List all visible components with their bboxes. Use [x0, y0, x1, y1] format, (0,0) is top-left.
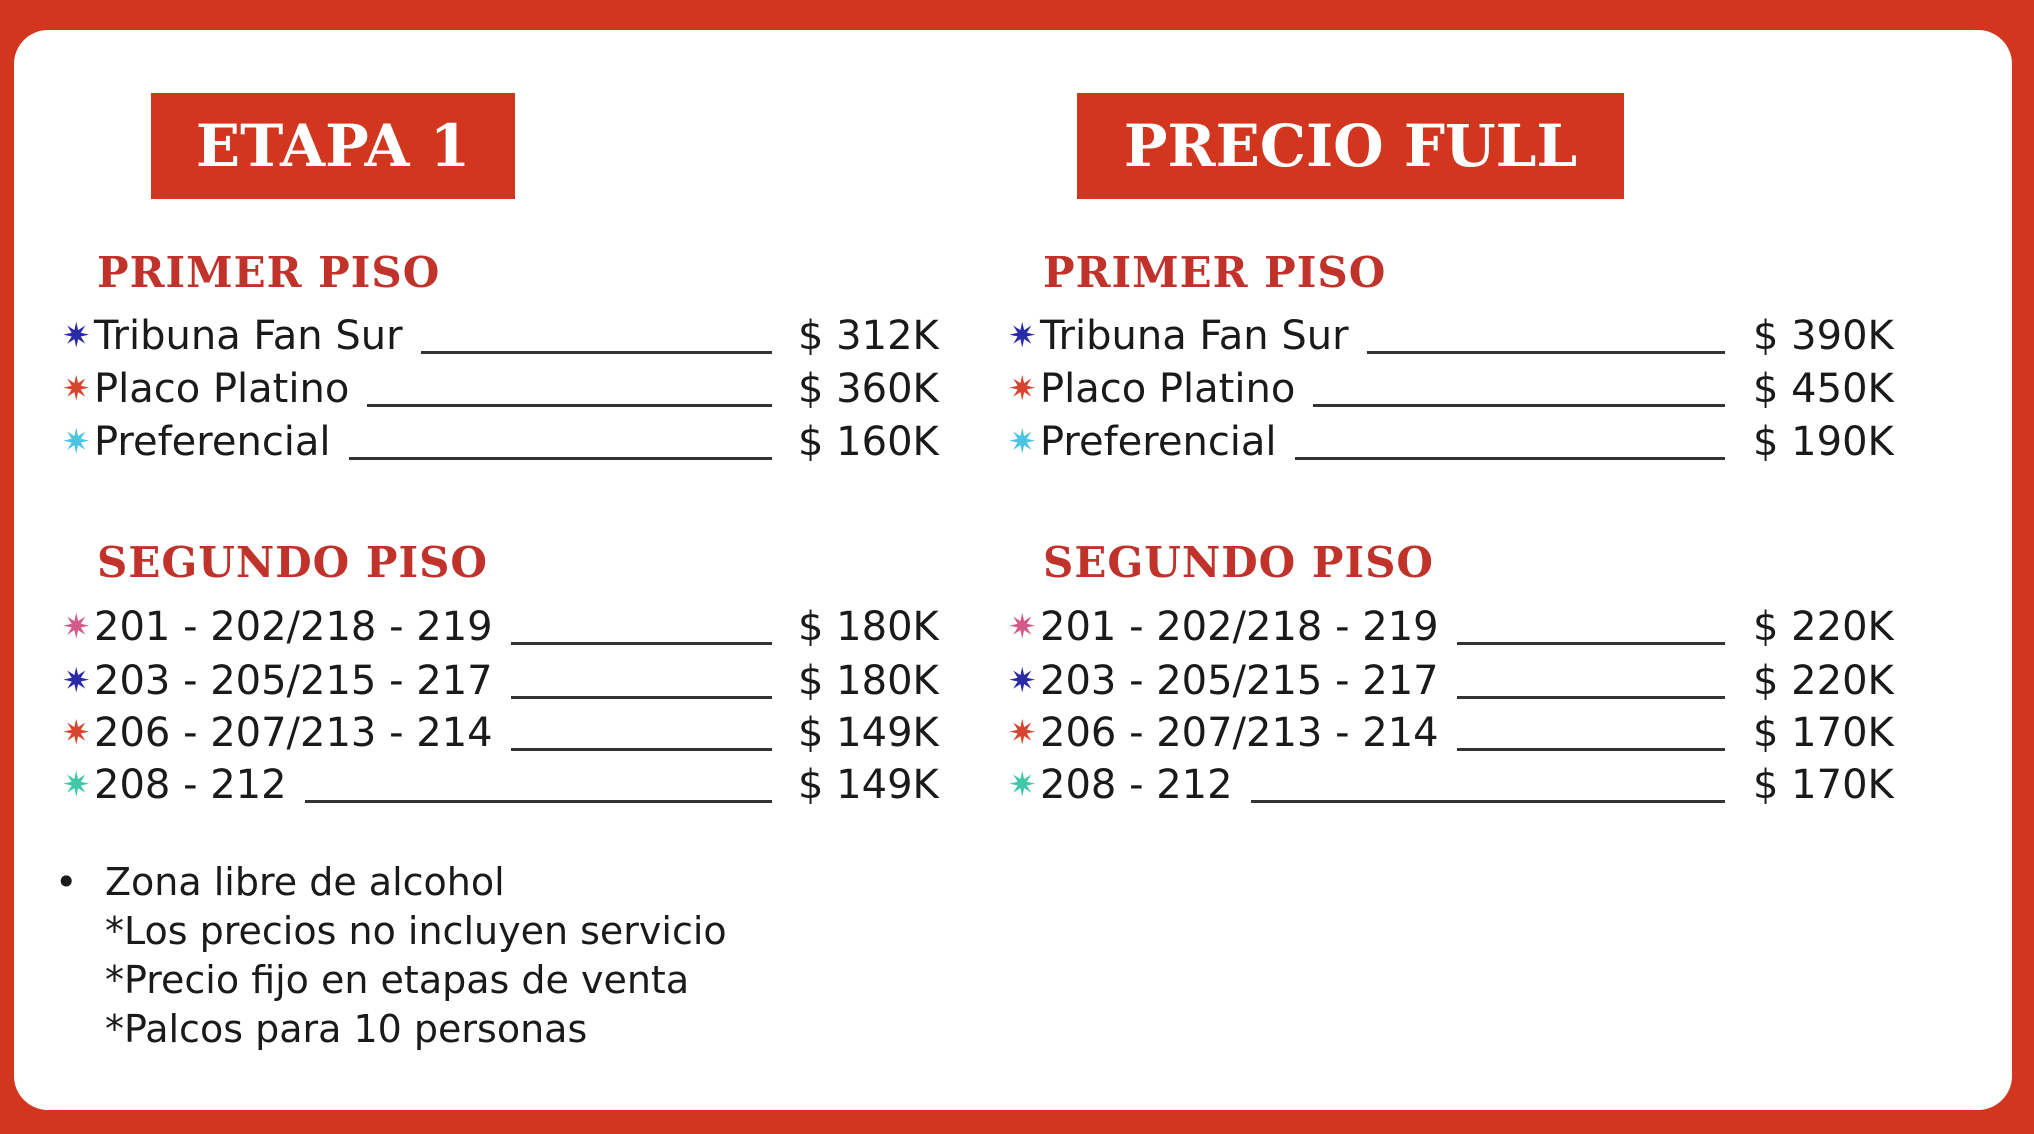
asterisk-star-icon: ✷ [62, 422, 91, 462]
zone-label: 208 - 212 [94, 761, 305, 809]
leader-line [122, 800, 772, 803]
asterisk-star-icon: ✷ [1008, 607, 1037, 647]
price-row: ✷ 208 - 212 $ 170K [1008, 761, 1953, 811]
zone-label: Preferencial [1040, 418, 1295, 466]
zone-label: Tribuna Fan Sur [1040, 312, 1367, 360]
price-row: ✷ 201 - 202/218 - 219 $ 220K [1008, 603, 1953, 653]
asterisk-star-icon: ✷ [1008, 713, 1037, 753]
zone-label: Preferencial [94, 418, 349, 466]
asterisk-star-icon: ✷ [1008, 369, 1037, 409]
zone-price: $ 450K [1753, 366, 1894, 412]
zone-price: $ 180K [798, 604, 939, 650]
asterisk-star-icon: ✷ [62, 661, 91, 701]
zone-label: 201 - 202/218 - 219 [1040, 603, 1457, 651]
zone-label: Tribuna Fan Sur [94, 312, 421, 360]
zone-price: $ 360K [798, 366, 939, 412]
asterisk-star-icon: ✷ [1008, 422, 1037, 462]
asterisk-star-icon: ✷ [62, 316, 91, 356]
zone-label: 206 - 207/213 - 214 [1040, 709, 1457, 757]
leader-line [1068, 404, 1725, 407]
price-row: ✷ 201 - 202/218 - 219 $ 180K [62, 603, 998, 653]
asterisk-star-icon: ✷ [62, 713, 91, 753]
note-line: Zona libre de alcohol [105, 860, 505, 904]
leader-line [1068, 800, 1725, 803]
price-row: ✷ Preferencial $ 160K [62, 418, 998, 468]
leader-line [122, 351, 772, 354]
zone-label: 206 - 207/213 - 214 [94, 709, 511, 757]
stage-title: ETAPA 1 [151, 93, 515, 199]
zone-label: Placo Platino [1040, 365, 1314, 413]
price-row: ✷ Placo Platino $ 360K [62, 365, 998, 415]
note-line: *Precio fijo en etapas de venta [105, 958, 690, 1002]
zone-price: $ 180K [798, 658, 939, 704]
zone-price: $ 220K [1753, 658, 1894, 704]
section-heading: SEGUNDO PISO [97, 538, 489, 587]
note-line: *Palcos para 10 personas [105, 1007, 588, 1051]
section-heading: SEGUNDO PISO [1043, 538, 1435, 587]
price-row: ✷ 208 - 212 $ 149K [62, 761, 998, 811]
note-line: *Los precios no incluyen servicio [105, 909, 727, 953]
zone-label: Placo Platino [94, 365, 368, 413]
stage-title: PRECIO FULL [1077, 93, 1624, 199]
zone-label: 201 - 202/218 - 219 [94, 603, 511, 651]
price-card [14, 30, 2012, 1110]
price-row: ✷ Tribuna Fan Sur $ 312K [62, 312, 998, 362]
leader-line [122, 457, 772, 460]
zone-label: 203 - 205/215 - 217 [1040, 657, 1457, 705]
section-heading: PRIMER PISO [97, 248, 441, 297]
zone-label: 208 - 212 [1040, 761, 1251, 809]
price-row: ✷ 206 - 207/213 - 214 $ 149K [62, 709, 998, 759]
price-row: ✷ 203 - 205/215 - 217 $ 180K [62, 657, 998, 707]
asterisk-star-icon: ✷ [62, 607, 91, 647]
zone-price: $ 220K [1753, 604, 1894, 650]
zone-price: $ 312K [798, 313, 939, 359]
price-row: ✷ Placo Platino $ 450K [1008, 365, 1953, 415]
leader-line [122, 404, 772, 407]
zone-price: $ 190K [1753, 419, 1894, 465]
price-row: ✷ 203 - 205/215 - 217 $ 220K [1008, 657, 1953, 707]
price-row: ✷ Preferencial $ 190K [1008, 418, 1953, 468]
zone-price: $ 390K [1753, 313, 1894, 359]
zone-price: $ 170K [1753, 762, 1894, 808]
zone-price: $ 160K [798, 419, 939, 465]
zone-price: $ 149K [798, 762, 939, 808]
asterisk-star-icon: ✷ [62, 369, 91, 409]
bullet-icon: • [55, 860, 78, 904]
leader-line [1068, 351, 1725, 354]
asterisk-star-icon: ✷ [1008, 316, 1037, 356]
leader-line [1068, 457, 1725, 460]
asterisk-star-icon: ✷ [1008, 765, 1037, 805]
section-heading: PRIMER PISO [1043, 248, 1387, 297]
price-row: ✷ 206 - 207/213 - 214 $ 170K [1008, 709, 1953, 759]
notes: • Zona libre de alcohol *Los precios no … [55, 858, 727, 1054]
asterisk-star-icon: ✷ [62, 765, 91, 805]
zone-price: $ 149K [798, 710, 939, 756]
zone-label: 203 - 205/215 - 217 [94, 657, 511, 705]
price-row: ✷ Tribuna Fan Sur $ 390K [1008, 312, 1953, 362]
asterisk-star-icon: ✷ [1008, 661, 1037, 701]
zone-price: $ 170K [1753, 710, 1894, 756]
